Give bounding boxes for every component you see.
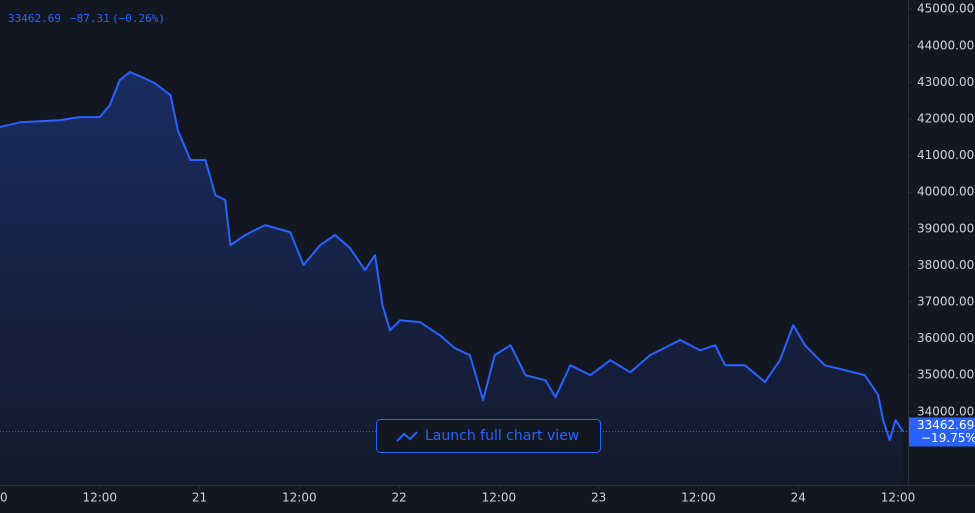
y-tick-label: 38000.00 <box>917 258 974 272</box>
y-tick-label: 40000.00 <box>917 185 974 199</box>
y-tick-label: 45000.00 <box>917 2 974 16</box>
y-tick-label: 37000.00 <box>917 294 974 308</box>
x-tick-label: 22 <box>391 491 406 505</box>
x-tick-label: 21 <box>192 491 207 505</box>
y-tick-label: 36000.00 <box>917 331 974 345</box>
x-tick-label: 12:00 <box>82 491 117 505</box>
x-tick-label: 12:00 <box>282 491 317 505</box>
x-tick-label: 23 <box>591 491 606 505</box>
launch-button[interactable]: Launch full chart view <box>376 419 601 453</box>
y-tick-label: 35000.00 <box>917 368 974 382</box>
plot-area <box>0 71 908 485</box>
x-tick-label: 24 <box>791 491 806 505</box>
y-tick-label: 39000.00 <box>917 221 974 235</box>
header-change-pct: (−0.26%) <box>112 12 165 25</box>
last-price-box <box>909 417 975 447</box>
button-icon <box>396 431 418 442</box>
y-tick-label: 43000.00 <box>917 75 974 89</box>
last-change-label: −19.75% <box>921 431 975 445</box>
y-tick-label: 42000.00 <box>917 111 974 125</box>
header-price: 33462.69 <box>8 12 61 25</box>
button-label[interactable]: Launch full chart view <box>425 428 579 444</box>
button-frame[interactable] <box>376 419 601 453</box>
last-price-label: 33462.69 <box>917 418 974 432</box>
y-tick-label: 41000.00 <box>917 148 974 162</box>
x-tick-label: 12:00 <box>881 491 916 505</box>
header-change: −87.31 <box>70 12 110 25</box>
price-line <box>0 71 904 441</box>
x-tick-label: 20 <box>0 491 8 505</box>
y-tick-label: 34000.00 <box>917 404 974 418</box>
y-tick-label: 44000.00 <box>917 38 974 52</box>
area-fill <box>0 72 904 485</box>
x-tick-label: 12:00 <box>482 491 517 505</box>
x-tick-label: 12:00 <box>681 491 716 505</box>
